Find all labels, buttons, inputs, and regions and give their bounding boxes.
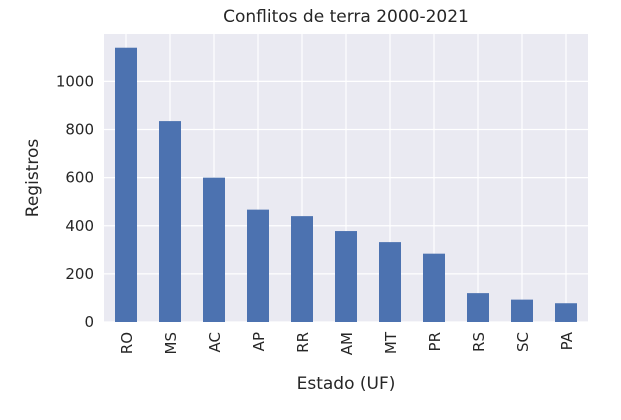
x-tick-label: RO — [118, 332, 136, 354]
y-tick-label: 0 — [84, 313, 94, 331]
x-tick-label: PR — [426, 332, 444, 351]
bar-mt — [379, 242, 401, 322]
x-tick-label: SC — [514, 332, 532, 352]
chart-title: Conflitos de terra 2000-2021 — [223, 7, 469, 27]
y-tick-label: 200 — [65, 265, 94, 283]
grid-lines — [104, 34, 588, 323]
x-tick-label: AC — [206, 332, 224, 352]
y-tick-label: 600 — [65, 169, 94, 187]
bar-ac — [203, 177, 225, 322]
y-axis-label: Registros — [23, 139, 43, 218]
x-tick-label: MS — [162, 332, 180, 354]
y-tick-labels: 0 200 400 600 800 1000 — [56, 72, 94, 331]
bars — [115, 47, 577, 322]
bar-pr — [423, 253, 445, 322]
bar-am — [335, 231, 357, 322]
bar-ap — [247, 209, 269, 322]
x-tick-label: MT — [382, 331, 400, 354]
y-tick-label: 800 — [65, 121, 94, 139]
y-tick-label: 400 — [65, 217, 94, 235]
x-tick-label: AM — [338, 332, 356, 355]
x-tick-label: RS — [470, 332, 488, 352]
x-tick-label: PA — [558, 331, 576, 350]
bar-sc — [511, 299, 533, 322]
bar-pa — [555, 303, 577, 322]
x-tick-label: AP — [250, 332, 268, 351]
x-axis-label: Estado (UF) — [297, 374, 396, 394]
bar-rs — [467, 293, 489, 322]
bar-rr — [291, 216, 313, 322]
bar-ro — [115, 47, 137, 322]
y-tick-label: 1000 — [56, 72, 94, 90]
x-tick-labels: RO MS AC AP RR AM MT PR RS SC PA — [118, 331, 576, 355]
x-tick-label: RR — [294, 332, 312, 353]
bar-ms — [159, 121, 181, 322]
